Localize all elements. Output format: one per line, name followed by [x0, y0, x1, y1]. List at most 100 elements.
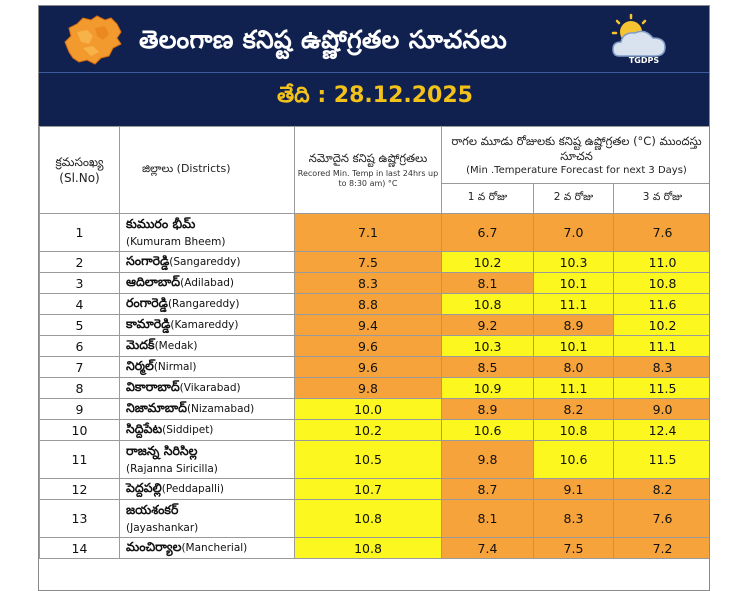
district-name-english: (Rajanna Siricilla) — [126, 462, 218, 475]
district-name-english: (Adilabad) — [180, 276, 235, 289]
forecast-d2-cell: 10.6 — [533, 440, 614, 479]
forecast-d1-cell: 8.9 — [441, 398, 534, 420]
column-header-forecast: రాగల మూడు రోజులకు కనిష్ట ఉష్ణోగ్రతల (°C)… — [440, 126, 709, 184]
forecast-header-title: రాగల మూడు రోజులకు కనిష్ట ఉష్ణోగ్రతల (°C)… — [451, 133, 702, 163]
recorded-temp-cell: 10.0 — [294, 398, 442, 420]
district-name-telugu: సంగారెడ్డి — [126, 252, 170, 268]
table-row: 12 పెద్దపల్లి(Peddapalli) 10.7 8.7 9.1 8.2 — [39, 478, 709, 500]
row-sl-no: 7 — [39, 356, 120, 378]
date-label: తేది : — [277, 83, 327, 108]
row-sl-no: 5 — [39, 314, 120, 336]
forecast-d2-cell: 8.0 — [533, 356, 614, 378]
forecast-d3-cell: 8.2 — [612, 478, 709, 500]
table-row: 1 కుమురం భీమ్ (Kumuram Bheem) 7.1 6.7 7.0 7.6 — [39, 213, 709, 252]
column-header-recorded: నమోదైన కనిష్ట ఉష్ణోగ్రతలు Recored Min. T… — [294, 126, 442, 214]
forecast-d2-cell: 10.1 — [533, 272, 614, 294]
forecast-d2-cell: 7.0 — [533, 213, 614, 252]
column-header-sl-no: క్రమసంఖ్య (Sl.No) — [39, 126, 120, 214]
column-header-day2: 2 వ రోజు — [533, 183, 614, 214]
row-district: ఆదిలాబాద్(Adilabad) — [119, 272, 295, 294]
column-header-district: జిల్లాలు (Districts) — [119, 126, 295, 214]
row-sl-no: 4 — [39, 293, 120, 315]
recorded-temp-cell: 10.8 — [294, 537, 442, 559]
forecast-d3-cell: 11.6 — [612, 293, 709, 315]
forecast-d1-cell: 9.8 — [441, 440, 534, 479]
forecast-d1-cell: 8.5 — [441, 356, 534, 378]
recorded-temp-cell: 9.8 — [294, 377, 442, 399]
recorded-temp-cell: 9.4 — [294, 314, 442, 336]
forecast-d3-cell: 11.0 — [612, 251, 709, 273]
district-name-telugu: రంగారెడ్డి — [126, 294, 168, 310]
forecast-d2-cell: 10.1 — [533, 335, 614, 357]
table-row: 14 మంచిర్యాల(Mancherial) 10.8 7.4 7.5 7.2 — [39, 537, 709, 559]
temperature-bulletin: తెలంగాణ కనిష్ట ఉష్ణోగ్రతల సూచనలు TGDPS త… — [38, 5, 710, 591]
district-name-telugu: మంచిర్యాల — [126, 538, 182, 554]
row-district: మెదక్(Medak) — [119, 335, 295, 357]
forecast-d3-cell: 10.8 — [612, 272, 709, 294]
forecast-d3-cell: 7.2 — [612, 537, 709, 559]
forecast-d2-cell: 8.3 — [533, 499, 614, 538]
district-name-telugu: నిజామాబాద్ — [126, 399, 187, 415]
column-header-day3: 3 వ రోజు — [612, 183, 709, 214]
recorded-temp-cell: 9.6 — [294, 356, 442, 378]
district-name-english: (Vikarabad) — [179, 381, 241, 394]
row-sl-no: 14 — [39, 537, 120, 559]
forecast-d1-cell: 8.1 — [441, 272, 534, 294]
district-name-english: (Nirmal) — [153, 360, 197, 373]
sun-cloud-icon — [611, 13, 666, 57]
row-district: నిర్మల్(Nirmal) — [119, 356, 295, 378]
district-name-english: (Mancherial) — [181, 541, 248, 554]
date-value: 28.12.2025 — [333, 83, 473, 108]
district-name-english: (Jayashankar) — [126, 521, 199, 534]
district-name-english: (Rangareddy) — [167, 297, 240, 310]
district-name-telugu: జయశంకర్ — [126, 501, 179, 517]
district-name-english: (Siddipet) — [162, 423, 214, 436]
table-row: 2 సంగారెడ్డి(Sangareddy) 7.5 10.2 10.3 11.0 — [39, 251, 709, 273]
header-divider — [39, 72, 709, 73]
row-district: నిజామాబాద్(Nizamabad) — [119, 398, 295, 420]
forecast-d1-cell: 8.1 — [441, 499, 534, 538]
district-name-telugu: పెద్దపల్లి — [126, 479, 162, 495]
recorded-header-title: నమోదైన కనిష్ట ఉష్ణోగ్రతలు — [308, 151, 428, 165]
row-sl-no: 9 — [39, 398, 120, 420]
table-row: 4 రంగారెడ్డి(Rangareddy) 8.8 10.8 11.1 11.6 — [39, 293, 709, 315]
district-name-telugu: కుమురం భీమ్ — [126, 215, 196, 231]
district-name-telugu: రాజన్న సిరిసిల్ల — [126, 442, 198, 458]
forecast-d3-cell: 11.1 — [612, 335, 709, 357]
recorded-temp-cell: 10.7 — [294, 478, 442, 500]
table-row: 5 కామారెడ్డి(Kamareddy) 9.4 9.2 8.9 10.2 — [39, 314, 709, 336]
table-row: 11 రాజన్న సిరిసిల్ల (Rajanna Siricilla) 10.… — [39, 440, 709, 479]
district-name-english: (Kumuram Bheem) — [126, 235, 226, 248]
recorded-temp-cell: 8.3 — [294, 272, 442, 294]
forecast-d1-cell: 10.6 — [441, 419, 534, 441]
forecast-d2-cell: 8.9 — [533, 314, 614, 336]
row-sl-no: 12 — [39, 478, 120, 500]
district-name-telugu: సిద్దిపేట — [126, 420, 163, 436]
table-body: 1 కుమురం భీమ్ (Kumuram Bheem) 7.1 6.7 7.0 7.6 2… — [39, 213, 709, 559]
table-row: 3 ఆదిలాబాద్(Adilabad) 8.3 8.1 10.1 10.8 — [39, 272, 709, 294]
row-district: కామారెడ్డి(Kamareddy) — [119, 314, 295, 336]
district-name-telugu: కామారెడ్డి — [126, 315, 171, 331]
forecast-d2-cell: 10.8 — [533, 419, 614, 441]
district-name-telugu: నిర్మల్ — [126, 357, 154, 373]
row-district: రాజన్న సిరిసిల్ల (Rajanna Siricilla) — [119, 440, 295, 479]
bulletin-title: తెలంగాణ కనిష్ట ఉష్ణోగ్రతల సూచనలు — [139, 25, 508, 54]
row-sl-no: 3 — [39, 272, 120, 294]
row-sl-no: 6 — [39, 335, 120, 357]
row-sl-no: 11 — [39, 440, 120, 479]
forecast-d2-cell: 7.5 — [533, 537, 614, 559]
forecast-d2-cell: 10.3 — [533, 251, 614, 273]
table-row: 8 వికారాబాద్(Vikarabad) 9.8 10.9 11.1 11.5 — [39, 377, 709, 399]
forecast-d1-cell: 7.4 — [441, 537, 534, 559]
row-sl-no: 13 — [39, 499, 120, 538]
forecast-d3-cell: 12.4 — [612, 419, 709, 441]
forecast-d2-cell: 8.2 — [533, 398, 614, 420]
row-sl-no: 8 — [39, 377, 120, 399]
table-row: 13 జయశంకర్ (Jayashankar) 10.8 8.1 8.3 7.6 — [39, 499, 709, 538]
forecast-d1-cell: 9.2 — [441, 314, 534, 336]
recorded-temp-cell: 9.6 — [294, 335, 442, 357]
bulletin-header: తెలంగాణ కనిష్ట ఉష్ణోగ్రతల సూచనలు TGDPS త… — [39, 6, 709, 126]
table-row: 7 నిర్మల్(Nirmal) 9.6 8.5 8.0 8.3 — [39, 356, 709, 378]
forecast-header-subtitle: (Min .Temperature Forecast for next 3 Da… — [466, 164, 687, 176]
forecast-d1-cell: 10.3 — [441, 335, 534, 357]
